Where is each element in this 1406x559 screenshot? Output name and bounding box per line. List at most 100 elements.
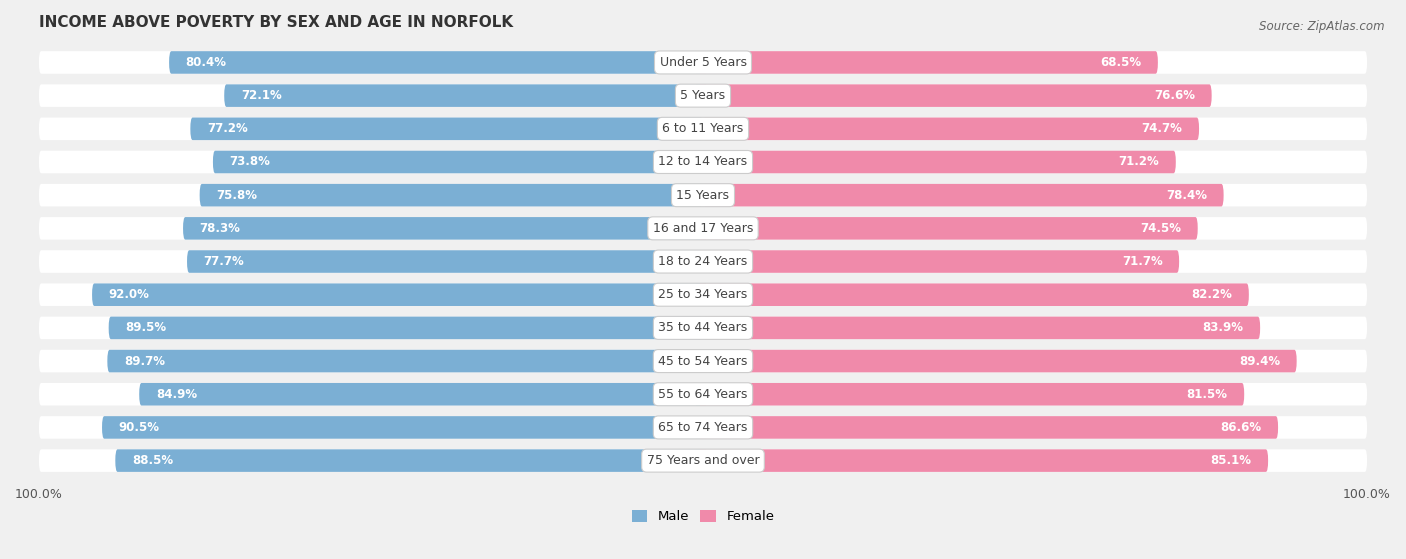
FancyBboxPatch shape [187, 250, 703, 273]
FancyBboxPatch shape [700, 217, 706, 240]
FancyBboxPatch shape [103, 416, 703, 439]
Text: INCOME ABOVE POVERTY BY SEX AND AGE IN NORFOLK: INCOME ABOVE POVERTY BY SEX AND AGE IN N… [39, 15, 513, 30]
Text: 77.7%: 77.7% [204, 255, 245, 268]
FancyBboxPatch shape [696, 416, 706, 439]
FancyBboxPatch shape [700, 283, 706, 306]
FancyBboxPatch shape [139, 383, 703, 405]
FancyBboxPatch shape [91, 283, 703, 306]
Text: 72.1%: 72.1% [240, 89, 281, 102]
FancyBboxPatch shape [39, 449, 1367, 472]
Text: 71.2%: 71.2% [1118, 155, 1159, 168]
FancyBboxPatch shape [224, 84, 703, 107]
FancyBboxPatch shape [703, 184, 1223, 206]
FancyBboxPatch shape [696, 217, 706, 240]
FancyBboxPatch shape [696, 84, 706, 107]
FancyBboxPatch shape [39, 217, 1367, 240]
FancyBboxPatch shape [39, 117, 1367, 140]
FancyBboxPatch shape [703, 316, 1260, 339]
Text: 78.4%: 78.4% [1166, 189, 1206, 202]
Text: 84.9%: 84.9% [156, 388, 197, 401]
Text: 81.5%: 81.5% [1187, 388, 1227, 401]
FancyBboxPatch shape [115, 449, 703, 472]
FancyBboxPatch shape [703, 283, 1249, 306]
FancyBboxPatch shape [696, 117, 706, 140]
FancyBboxPatch shape [700, 184, 706, 206]
Text: 83.9%: 83.9% [1202, 321, 1243, 334]
Text: 68.5%: 68.5% [1099, 56, 1142, 69]
FancyBboxPatch shape [39, 250, 1367, 273]
Text: 77.2%: 77.2% [207, 122, 247, 135]
Text: 65 to 74 Years: 65 to 74 Years [658, 421, 748, 434]
FancyBboxPatch shape [700, 350, 706, 372]
Text: 86.6%: 86.6% [1220, 421, 1261, 434]
FancyBboxPatch shape [700, 383, 706, 405]
FancyBboxPatch shape [696, 151, 706, 173]
Text: 71.7%: 71.7% [1122, 255, 1163, 268]
Text: 5 Years: 5 Years [681, 89, 725, 102]
FancyBboxPatch shape [39, 350, 1367, 372]
Text: 90.5%: 90.5% [118, 421, 160, 434]
FancyBboxPatch shape [39, 51, 1367, 74]
FancyBboxPatch shape [703, 449, 1268, 472]
FancyBboxPatch shape [700, 151, 706, 173]
Text: 76.6%: 76.6% [1154, 89, 1195, 102]
FancyBboxPatch shape [696, 383, 706, 405]
Text: 75 Years and over: 75 Years and over [647, 454, 759, 467]
FancyBboxPatch shape [696, 316, 706, 339]
FancyBboxPatch shape [39, 283, 1367, 306]
Text: 80.4%: 80.4% [186, 56, 226, 69]
FancyBboxPatch shape [700, 416, 706, 439]
Text: 12 to 14 Years: 12 to 14 Years [658, 155, 748, 168]
FancyBboxPatch shape [190, 117, 703, 140]
Text: 6 to 11 Years: 6 to 11 Years [662, 122, 744, 135]
Text: 89.7%: 89.7% [124, 354, 165, 368]
Text: 89.4%: 89.4% [1239, 354, 1279, 368]
Legend: Male, Female: Male, Female [626, 505, 780, 528]
Text: 74.7%: 74.7% [1142, 122, 1182, 135]
FancyBboxPatch shape [703, 217, 1198, 240]
FancyBboxPatch shape [703, 383, 1244, 405]
FancyBboxPatch shape [169, 51, 703, 74]
FancyBboxPatch shape [703, 117, 1199, 140]
FancyBboxPatch shape [703, 151, 1175, 173]
FancyBboxPatch shape [696, 250, 706, 273]
FancyBboxPatch shape [39, 383, 1367, 405]
FancyBboxPatch shape [696, 449, 706, 472]
Text: 16 and 17 Years: 16 and 17 Years [652, 222, 754, 235]
FancyBboxPatch shape [703, 250, 1180, 273]
FancyBboxPatch shape [700, 316, 706, 339]
FancyBboxPatch shape [39, 184, 1367, 206]
FancyBboxPatch shape [700, 51, 706, 74]
FancyBboxPatch shape [696, 283, 706, 306]
Text: 89.5%: 89.5% [125, 321, 166, 334]
FancyBboxPatch shape [700, 84, 706, 107]
FancyBboxPatch shape [703, 51, 1159, 74]
FancyBboxPatch shape [700, 250, 706, 273]
FancyBboxPatch shape [212, 151, 703, 173]
Text: 45 to 54 Years: 45 to 54 Years [658, 354, 748, 368]
FancyBboxPatch shape [39, 84, 1367, 107]
FancyBboxPatch shape [39, 151, 1367, 173]
FancyBboxPatch shape [696, 184, 706, 206]
Text: 18 to 24 Years: 18 to 24 Years [658, 255, 748, 268]
FancyBboxPatch shape [107, 350, 703, 372]
Text: Under 5 Years: Under 5 Years [659, 56, 747, 69]
FancyBboxPatch shape [696, 350, 706, 372]
Text: 82.2%: 82.2% [1191, 288, 1232, 301]
FancyBboxPatch shape [39, 416, 1367, 439]
Text: 35 to 44 Years: 35 to 44 Years [658, 321, 748, 334]
FancyBboxPatch shape [703, 416, 1278, 439]
FancyBboxPatch shape [39, 316, 1367, 339]
Text: 73.8%: 73.8% [229, 155, 270, 168]
Text: 75.8%: 75.8% [217, 189, 257, 202]
Text: Source: ZipAtlas.com: Source: ZipAtlas.com [1260, 20, 1385, 32]
FancyBboxPatch shape [696, 51, 706, 74]
Text: 74.5%: 74.5% [1140, 222, 1181, 235]
Text: 25 to 34 Years: 25 to 34 Years [658, 288, 748, 301]
FancyBboxPatch shape [700, 117, 706, 140]
Text: 88.5%: 88.5% [132, 454, 173, 467]
Text: 85.1%: 85.1% [1211, 454, 1251, 467]
FancyBboxPatch shape [703, 84, 1212, 107]
FancyBboxPatch shape [200, 184, 703, 206]
FancyBboxPatch shape [183, 217, 703, 240]
